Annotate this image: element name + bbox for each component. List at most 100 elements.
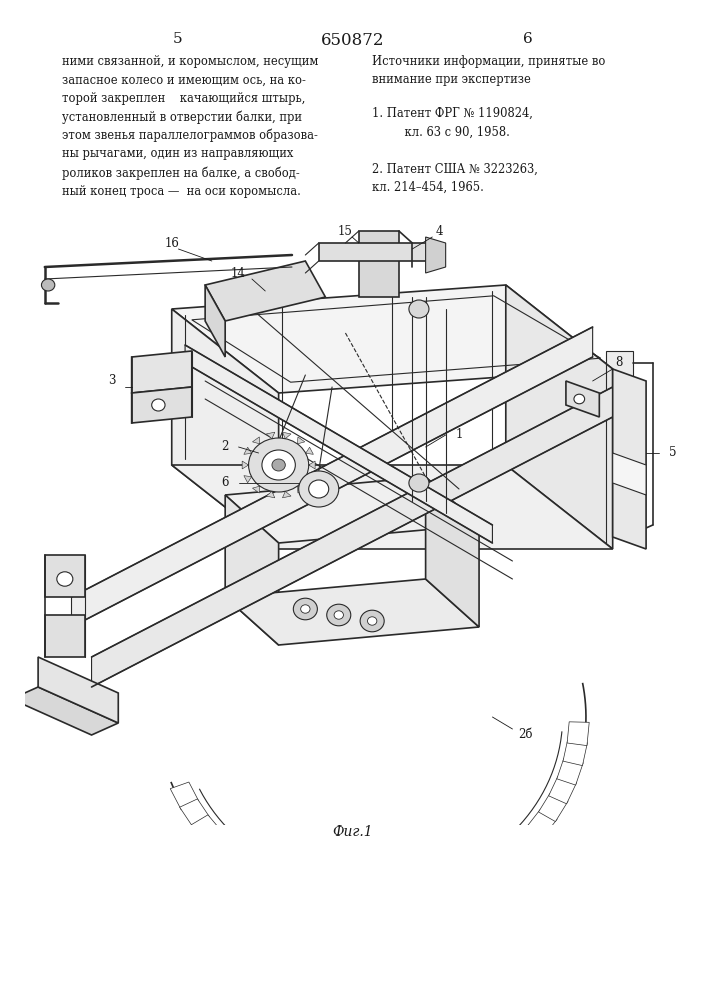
Text: Источники информации, принятые во: Источники информации, принятые во xyxy=(372,55,605,68)
Text: этом звенья параллелограммов образова-: этом звенья параллелограммов образова- xyxy=(62,129,318,142)
Polygon shape xyxy=(298,437,305,444)
Text: 5: 5 xyxy=(669,446,677,460)
Text: ны рычагами, один из направляющих: ны рычагами, один из направляющих xyxy=(62,147,293,160)
Polygon shape xyxy=(340,892,367,912)
Polygon shape xyxy=(563,740,588,766)
Text: установленный в отверстии балки, при: установленный в отверстии балки, при xyxy=(62,110,302,124)
Text: 3: 3 xyxy=(108,374,115,387)
Polygon shape xyxy=(445,873,476,898)
Text: 8: 8 xyxy=(616,357,623,369)
Polygon shape xyxy=(566,381,600,417)
Polygon shape xyxy=(283,432,291,439)
Polygon shape xyxy=(385,891,411,912)
Polygon shape xyxy=(283,491,291,498)
Polygon shape xyxy=(38,657,118,723)
Polygon shape xyxy=(613,453,646,495)
Polygon shape xyxy=(132,387,192,423)
Polygon shape xyxy=(506,285,613,549)
Polygon shape xyxy=(244,447,252,454)
Polygon shape xyxy=(426,477,479,627)
Polygon shape xyxy=(205,830,236,858)
Circle shape xyxy=(152,399,165,411)
Polygon shape xyxy=(172,309,279,549)
Polygon shape xyxy=(527,810,557,838)
Polygon shape xyxy=(318,888,346,910)
Text: 15: 15 xyxy=(338,225,353,238)
Polygon shape xyxy=(363,893,389,912)
Polygon shape xyxy=(298,486,305,493)
Polygon shape xyxy=(305,447,313,454)
Text: 1: 1 xyxy=(455,428,462,442)
Polygon shape xyxy=(426,237,445,273)
Polygon shape xyxy=(613,369,646,549)
Text: запасное колесо и имеющим ось, на ко-: запасное колесо и имеющим ось, на ко- xyxy=(62,74,306,87)
Text: ними связанной, и коромыслом, несущим: ними связанной, и коромыслом, несущим xyxy=(62,55,318,68)
Circle shape xyxy=(262,450,296,480)
Polygon shape xyxy=(226,495,279,645)
Polygon shape xyxy=(481,852,513,879)
Circle shape xyxy=(57,572,73,586)
Polygon shape xyxy=(180,799,209,827)
Polygon shape xyxy=(11,687,118,735)
Text: 6: 6 xyxy=(221,477,229,489)
Circle shape xyxy=(334,611,344,619)
Polygon shape xyxy=(191,815,222,843)
Text: 2. Патент США № 3223263,: 2. Патент США № 3223263, xyxy=(372,162,538,175)
Circle shape xyxy=(249,438,309,492)
Polygon shape xyxy=(172,465,613,549)
Polygon shape xyxy=(498,839,530,867)
Polygon shape xyxy=(172,285,613,393)
Polygon shape xyxy=(252,486,260,493)
Polygon shape xyxy=(205,285,226,357)
Polygon shape xyxy=(45,555,85,597)
Polygon shape xyxy=(226,579,479,645)
Text: 5: 5 xyxy=(173,32,183,46)
Text: 1. Патент ФРГ № 1190824,: 1. Патент ФРГ № 1190824, xyxy=(372,107,533,120)
Polygon shape xyxy=(405,887,433,909)
Text: 2б: 2б xyxy=(518,728,533,742)
Text: роликов закреплен на балке, а свобод-: роликов закреплен на балке, а свобод- xyxy=(62,166,300,180)
Polygon shape xyxy=(45,615,85,657)
Text: торой закреплен    качающийся штырь,: торой закреплен качающийся штырь, xyxy=(62,92,305,105)
Polygon shape xyxy=(606,351,633,501)
Polygon shape xyxy=(267,491,275,498)
Text: внимание при экспертизе: внимание при экспертизе xyxy=(372,74,531,87)
Text: 2: 2 xyxy=(221,440,229,454)
Circle shape xyxy=(409,474,429,492)
Polygon shape xyxy=(319,243,439,261)
Circle shape xyxy=(272,459,286,471)
Polygon shape xyxy=(276,875,306,901)
Polygon shape xyxy=(242,461,249,469)
Polygon shape xyxy=(170,782,199,810)
Text: 6: 6 xyxy=(523,32,533,46)
Text: 4: 4 xyxy=(436,225,443,238)
Text: 650872: 650872 xyxy=(321,32,385,49)
Polygon shape xyxy=(309,461,315,469)
Polygon shape xyxy=(220,843,252,872)
Text: кл. 214–454, 1965.: кл. 214–454, 1965. xyxy=(372,181,484,194)
Polygon shape xyxy=(237,856,269,883)
Polygon shape xyxy=(205,261,325,321)
Polygon shape xyxy=(92,387,613,687)
Circle shape xyxy=(293,598,317,620)
Polygon shape xyxy=(296,883,326,907)
Polygon shape xyxy=(226,477,479,543)
Text: ный конец троса —  на оси коромысла.: ный конец троса — на оси коромысла. xyxy=(62,184,301,198)
Polygon shape xyxy=(557,759,583,785)
Polygon shape xyxy=(539,793,568,822)
Text: кл. 63 с 90, 1958.: кл. 63 с 90, 1958. xyxy=(390,125,510,138)
Polygon shape xyxy=(305,476,313,483)
Polygon shape xyxy=(185,345,493,543)
Polygon shape xyxy=(549,776,577,804)
Circle shape xyxy=(42,279,55,291)
Polygon shape xyxy=(463,863,495,890)
Polygon shape xyxy=(132,351,192,393)
Polygon shape xyxy=(425,881,455,905)
Circle shape xyxy=(298,471,339,507)
Polygon shape xyxy=(513,825,544,854)
Circle shape xyxy=(309,480,329,498)
Polygon shape xyxy=(256,866,287,893)
Circle shape xyxy=(574,394,585,404)
Text: Фиг.1: Фиг.1 xyxy=(333,825,373,839)
Circle shape xyxy=(368,617,377,625)
